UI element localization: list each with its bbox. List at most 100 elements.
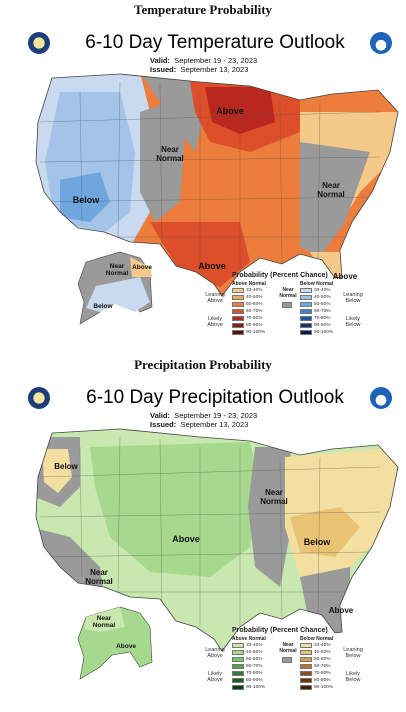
temp-legend-above-level: 80-90% bbox=[246, 323, 263, 328]
temp-legend-above-head: Above Normal bbox=[232, 281, 266, 287]
temp-legend-below-swatch bbox=[300, 323, 312, 328]
temp-legend-above-swatch bbox=[232, 295, 244, 300]
precip-legend-above-swatch bbox=[232, 650, 244, 655]
temp-legend-below-head: Below Normal bbox=[300, 281, 334, 287]
temp-legend-below-swatch bbox=[300, 309, 312, 314]
temp-legend-below-level: 90-100% bbox=[314, 330, 334, 335]
precip-legend-below-swatch bbox=[300, 657, 312, 662]
temp-legend-likely-below: Likely Below bbox=[345, 316, 361, 328]
precip-label-near-normal-southwest: Near Normal bbox=[85, 568, 113, 586]
temp-legend-above-swatch bbox=[232, 288, 244, 293]
precip-legend-above-swatch bbox=[232, 664, 244, 669]
precip-legend-below-swatch bbox=[300, 678, 312, 683]
precip-legend-above-swatch bbox=[232, 657, 244, 662]
temp-legend-below-level: 70-80% bbox=[314, 316, 331, 321]
temp-label-above-florida: Above bbox=[333, 272, 358, 281]
temp-legend-below-swatch bbox=[300, 316, 312, 321]
temperature-section-heading: Temperature Probability bbox=[133, 2, 273, 17]
temp-legend-title: Probability (Percent Chance) bbox=[232, 272, 328, 279]
temp-legend-below-swatch bbox=[300, 302, 312, 307]
temp-legend-above-level: 60-70% bbox=[246, 309, 263, 314]
precipitation-outlook-panel: Precipitation Probability 6-10 Day Preci… bbox=[0, 355, 406, 712]
precip-legend-above-level: 40-50% bbox=[246, 650, 263, 655]
temp-legend-above-level: 90-100% bbox=[246, 330, 266, 335]
precip-legend-below-level: 60-70% bbox=[314, 664, 331, 669]
precip-legend-likely-above: Likely Above bbox=[207, 671, 223, 683]
precip-legend-above-swatch bbox=[232, 678, 244, 683]
precip-legend-near-swatch bbox=[282, 657, 292, 663]
temp-label-near-normal-east: Near Normal bbox=[317, 181, 345, 199]
precip-legend-title: Probability (Percent Chance) bbox=[232, 627, 328, 634]
temp-label-above-north: Above bbox=[216, 106, 244, 116]
precip-legend-above-level: 33-40% bbox=[246, 643, 263, 648]
temp-label-above-texas: Above bbox=[198, 261, 226, 271]
precip-legend-below-level: 33-40% bbox=[314, 643, 331, 648]
precipitation-outlook-title: 6-10 Day Precipitation Outlook bbox=[86, 387, 344, 408]
noaa-logo-icon bbox=[370, 387, 392, 409]
temperature-map: Above Near Normal Below Near Normal Above … bbox=[35, 73, 399, 325]
temp-legend-below-swatch bbox=[300, 288, 312, 293]
temp-label-near-normal-alaska: Near Normal bbox=[106, 263, 129, 277]
precip-legend-below-head: Below Normal bbox=[300, 636, 334, 642]
precip-legend-above-level: 90-100% bbox=[246, 685, 266, 690]
precip-legend-near-head: Near Normal bbox=[279, 642, 297, 654]
temperature-outlook-panel: Temperature Probability 6-10 Day Tempera… bbox=[0, 0, 406, 355]
temp-legend-above-level: 33-40% bbox=[246, 288, 263, 293]
temperature-outlook-title: 6-10 Day Temperature Outlook bbox=[85, 32, 345, 53]
temp-label-below-alaska: Below bbox=[93, 303, 113, 310]
temp-legend-above-swatch bbox=[232, 309, 244, 314]
commerce-seal-icon bbox=[28, 32, 50, 54]
precip-label-near-normal-ohio: Near Normal bbox=[260, 488, 288, 506]
precip-legend-below-level: 50-60% bbox=[314, 657, 331, 662]
precip-legend-leaning-below: Leaning Below bbox=[343, 647, 363, 659]
precip-legend-above-level: 80-90% bbox=[246, 678, 263, 683]
precip-legend-above-level: 50-60% bbox=[246, 657, 263, 662]
temperature-dates: Valid: September 19 - 23, 2023 Issued: S… bbox=[150, 56, 258, 74]
temp-legend-above-swatch bbox=[232, 302, 244, 307]
temp-legend-above-level: 70-80% bbox=[246, 316, 263, 321]
temp-legend-below-swatch bbox=[300, 295, 312, 300]
precip-legend-below-swatch bbox=[300, 671, 312, 676]
precip-legend-above-swatch bbox=[232, 685, 244, 690]
precip-legend-below-swatch bbox=[300, 664, 312, 669]
temp-legend-near-swatch bbox=[282, 302, 292, 308]
precip-label-above-alaska: Above bbox=[116, 643, 136, 650]
temp-legend-above-level: 50-60% bbox=[246, 302, 263, 307]
precip-legend-below-swatch bbox=[300, 650, 312, 655]
precip-legend-below-level: 40-50% bbox=[314, 650, 331, 655]
precip-label-below-east: Below bbox=[304, 537, 332, 547]
temp-legend-below-level: 50-60% bbox=[314, 302, 331, 307]
temp-legend-above-swatch bbox=[232, 323, 244, 328]
precip-legend-below-level: 70-80% bbox=[314, 671, 331, 676]
temp-label-below-west: Below bbox=[73, 195, 101, 205]
precip-legend-below-level: 80-90% bbox=[314, 678, 331, 683]
temp-legend-leaning-below: Leaning Below bbox=[343, 292, 363, 304]
precip-legend-above-level: 60-70% bbox=[246, 664, 263, 669]
precip-legend-below-swatch bbox=[300, 643, 312, 648]
temp-legend-below-swatch bbox=[300, 330, 312, 335]
precipitation-section-heading: Precipitation Probability bbox=[134, 357, 272, 372]
precipitation-map: Below Above Near Normal Below Near Normal … bbox=[35, 428, 399, 680]
temp-legend-leaning-above: Leaning Above bbox=[205, 292, 225, 304]
precip-legend-above-head: Above Normal bbox=[232, 636, 266, 642]
temp-label-above-alaska: Above bbox=[132, 264, 152, 271]
precip-label-near-normal-alaska: Near Normal bbox=[93, 615, 116, 629]
temp-legend-below-level: 80-90% bbox=[314, 323, 331, 328]
precip-label-above-southeast: Above bbox=[329, 606, 354, 615]
precip-label-below-northwest: Below bbox=[54, 462, 78, 471]
precip-legend-above-swatch bbox=[232, 643, 244, 648]
precip-legend-likely-below: Likely Below bbox=[345, 671, 361, 683]
temp-legend-below-level: 33-40% bbox=[314, 288, 331, 293]
temp-label-near-normal-plains: Near Normal bbox=[156, 145, 184, 163]
temp-legend-above-swatch bbox=[232, 330, 244, 335]
commerce-seal-icon bbox=[28, 387, 50, 409]
precip-legend-leaning-above: Leaning Above bbox=[205, 647, 225, 659]
precip-legend-below-swatch bbox=[300, 685, 312, 690]
precip-legend-above-level: 70-80% bbox=[246, 671, 263, 676]
temp-legend-near-head: Near Normal bbox=[279, 287, 297, 299]
precip-legend-below-level: 90-100% bbox=[314, 685, 334, 690]
precipitation-dates: Valid: September 19 - 23, 2023 Issued: S… bbox=[150, 411, 258, 429]
temp-legend-above-level: 40-50% bbox=[246, 295, 263, 300]
temp-legend-likely-above: Likely Above bbox=[207, 316, 223, 328]
precip-label-above-central: Above bbox=[172, 534, 200, 544]
